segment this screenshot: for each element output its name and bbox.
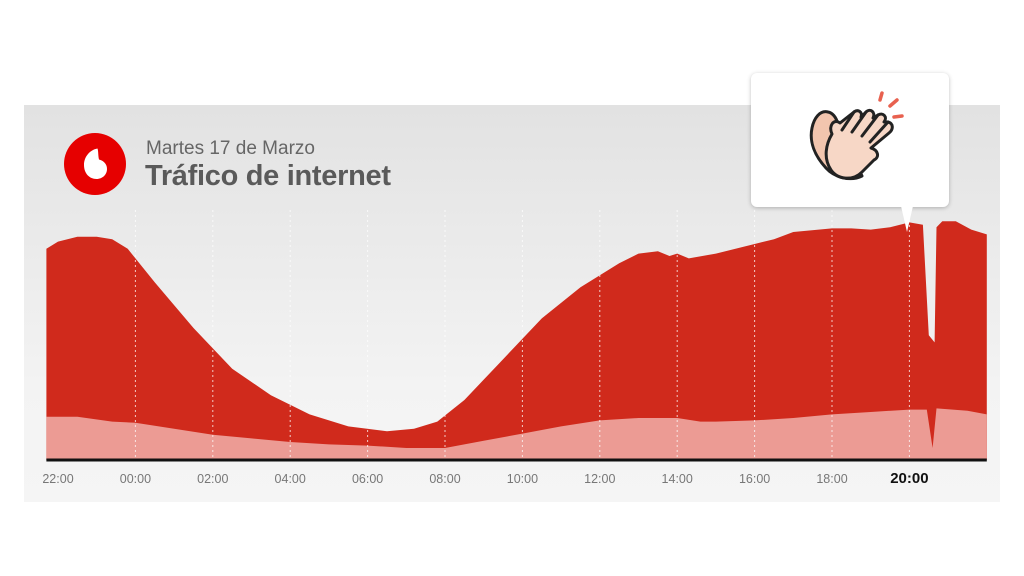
total-traffic-area: [46, 221, 987, 460]
callout-pointer: [901, 206, 913, 232]
chart-subtitle: Martes 17 de Marzo: [146, 138, 315, 159]
clapping-hands-icon: [809, 91, 904, 181]
x-tick-label: 12:00: [584, 472, 615, 486]
x-tick-label: 16:00: [739, 472, 770, 486]
x-tick-label: 18:00: [816, 472, 847, 486]
lower-traffic-area: [46, 408, 987, 460]
x-tick-label: 14:00: [662, 472, 693, 486]
x-tick-label: 00:00: [120, 472, 151, 486]
area-chart: 22:00 00:00 02:00 04:00 06:00 08:00 10:00 12:00…: [42, 210, 987, 487]
x-tick-label: 02:00: [197, 472, 228, 486]
x-tick-label: 06:00: [352, 472, 383, 486]
x-tick-label: 10:00: [507, 472, 538, 486]
x-tick-label: 22:00: [42, 472, 73, 486]
chart-title: Tráfico de internet: [145, 160, 391, 192]
x-tick-label: 20:00: [890, 470, 928, 487]
vodafone-logo-icon: [64, 133, 126, 195]
x-tick-label: 08:00: [429, 472, 460, 486]
x-tick-label: 04:00: [275, 472, 306, 486]
